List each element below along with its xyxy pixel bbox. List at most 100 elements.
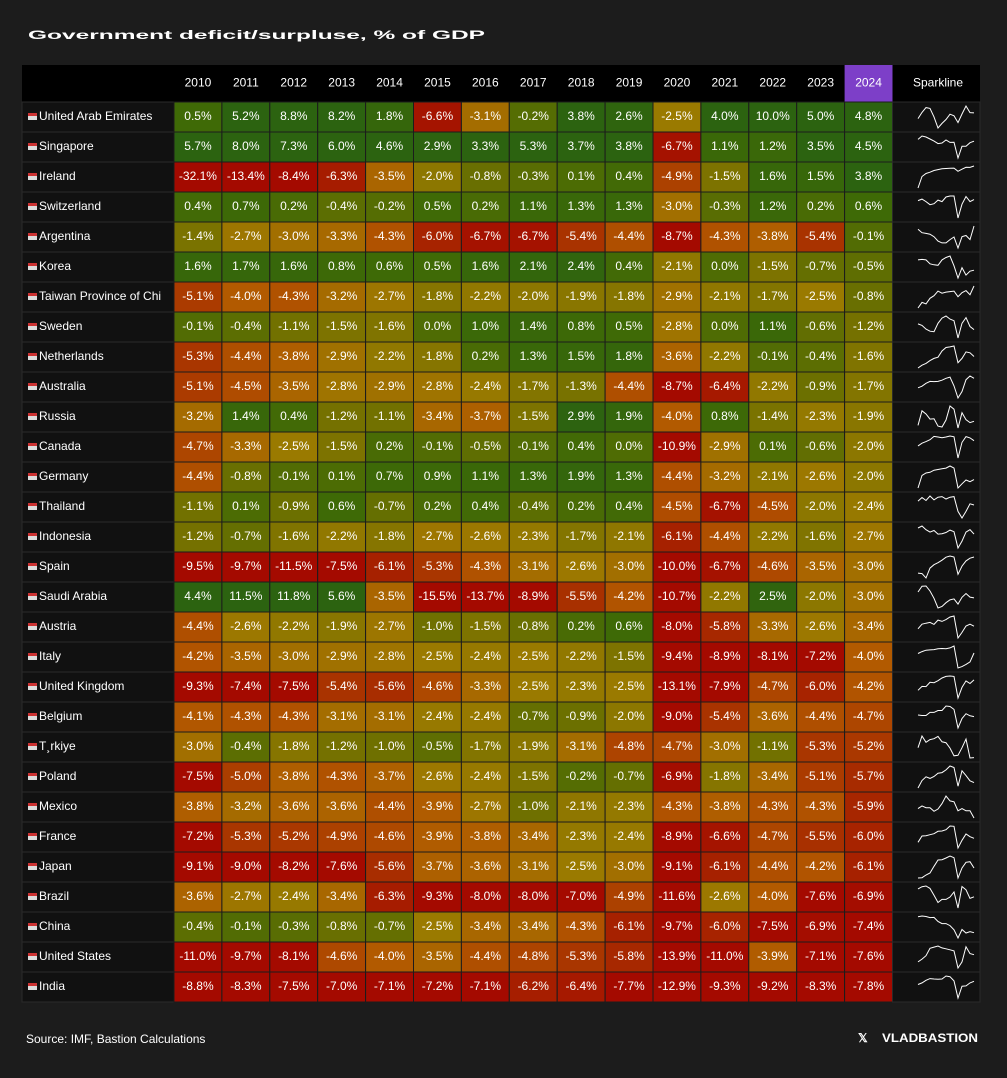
country-name: Argentina — [39, 229, 91, 243]
heat-cell — [365, 371, 415, 403]
cell-value: -1.6% — [374, 319, 406, 333]
flag-stripe — [28, 203, 37, 206]
cell-value: -4.0% — [661, 409, 693, 423]
cell-value: -1.1% — [757, 739, 789, 753]
cell-value: -4.3% — [470, 559, 502, 573]
cell-value: -1.1% — [374, 409, 406, 423]
country-name: Austria — [39, 619, 77, 633]
heat-cell — [413, 551, 462, 583]
flag-stripe — [28, 233, 37, 236]
cell-value: -4.6% — [422, 679, 454, 693]
heat-cell — [317, 851, 367, 883]
cell-value: -5.5% — [805, 829, 837, 843]
heat-cell — [508, 971, 558, 1003]
cell-value: -4.7% — [182, 439, 214, 453]
country-cell — [21, 551, 175, 583]
cell-value: 8.8% — [280, 109, 308, 123]
cell-value: -7.4% — [230, 679, 262, 693]
heat-cell — [269, 821, 319, 853]
country-cell — [21, 881, 175, 913]
heat-cell — [269, 881, 319, 913]
cell-value: -1.7% — [853, 379, 885, 393]
cell-value: 1.3% — [615, 199, 643, 213]
heat-cell — [652, 431, 702, 463]
heat-cell — [221, 401, 271, 433]
heat-cell — [844, 191, 893, 223]
cell-value: -3.4% — [518, 919, 550, 933]
heat-cell — [844, 551, 893, 583]
sparkline — [917, 135, 975, 160]
heat-cell — [844, 821, 893, 853]
heat-cell — [173, 311, 223, 343]
cell-value: -3.4% — [853, 619, 885, 633]
cell-value: -1.8% — [422, 349, 454, 363]
heat-cell — [652, 701, 702, 733]
cell-value: -6.0% — [709, 919, 741, 933]
heat-cell — [173, 461, 223, 493]
sparkline — [917, 465, 975, 490]
cell-value: -2.9% — [661, 289, 693, 303]
cell-value: -0.1% — [853, 229, 885, 243]
heat-cell — [365, 281, 415, 313]
column-header: 2013 — [328, 76, 355, 90]
cell-value: -4.7% — [757, 829, 789, 843]
cell-value: -5.4% — [326, 679, 358, 693]
heat-cell — [844, 311, 893, 343]
cell-value: 0.1% — [232, 499, 260, 513]
cell-value: -3.0% — [278, 229, 310, 243]
heat-cell — [844, 431, 893, 463]
cell-value: -5.3% — [422, 559, 454, 573]
cell-value: -1.9% — [565, 289, 597, 303]
heat-cell — [700, 161, 750, 193]
cell-value: -1.6% — [853, 349, 885, 363]
cell-value: -2.5% — [422, 649, 454, 663]
country-cell — [21, 701, 175, 733]
heat-cell — [652, 251, 702, 283]
heat-cell — [508, 851, 558, 883]
heat-cell — [844, 851, 893, 883]
country-cell — [21, 251, 175, 283]
cell-value: -3.9% — [757, 949, 789, 963]
cell-value: -9.3% — [422, 889, 454, 903]
cell-value: -5.5% — [565, 589, 597, 603]
cell-value: 3.7% — [567, 139, 595, 153]
cell-value: 0.2% — [472, 199, 500, 213]
heat-cell — [604, 281, 654, 313]
cell-value: 3.3% — [472, 139, 500, 153]
cell-value: -1.5% — [326, 319, 358, 333]
cell-value: -2.3% — [565, 829, 597, 843]
cell-value: -0.5% — [853, 259, 885, 273]
cell-value: -4.6% — [374, 829, 406, 843]
cell-value: -0.8% — [326, 919, 358, 933]
flag-stripe — [28, 653, 37, 656]
heat-cell — [173, 851, 223, 883]
cell-value: 1.2% — [759, 139, 787, 153]
cell-value: -6.7% — [661, 139, 693, 153]
cell-value: -6.7% — [709, 499, 741, 513]
cell-value: -13.1% — [658, 679, 696, 693]
cell-value: -2.2% — [757, 529, 789, 543]
country-name: United Kingdom — [39, 679, 124, 693]
column-header: 2017 — [520, 76, 547, 90]
cell-value: -3.1% — [470, 109, 502, 123]
heat-cell — [748, 401, 798, 433]
heat-cell — [748, 491, 798, 523]
cell-value: 0.1% — [567, 169, 595, 183]
sparkline — [917, 375, 975, 400]
heat-cell — [365, 911, 415, 943]
cell-value: -6.3% — [374, 889, 406, 903]
cell-value: -1.7% — [565, 529, 597, 543]
cell-value: -7.5% — [326, 559, 358, 573]
heat-cell — [556, 491, 606, 523]
cell-value: -2.6% — [805, 469, 837, 483]
sparkline-cell — [892, 641, 981, 673]
heat-cell — [173, 611, 223, 643]
cell-value: -2.1% — [709, 289, 741, 303]
cell-value: 0.2% — [567, 619, 595, 633]
cell-value: 1.6% — [280, 259, 308, 273]
sparkline-cell — [892, 821, 981, 853]
heat-cell — [844, 731, 893, 763]
cell-value: 0.2% — [424, 499, 452, 513]
cell-value: -4.0% — [230, 289, 262, 303]
heat-cell — [796, 281, 846, 313]
